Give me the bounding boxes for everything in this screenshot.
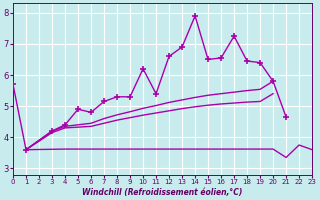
X-axis label: Windchill (Refroidissement éolien,°C): Windchill (Refroidissement éolien,°C) (82, 188, 243, 197)
